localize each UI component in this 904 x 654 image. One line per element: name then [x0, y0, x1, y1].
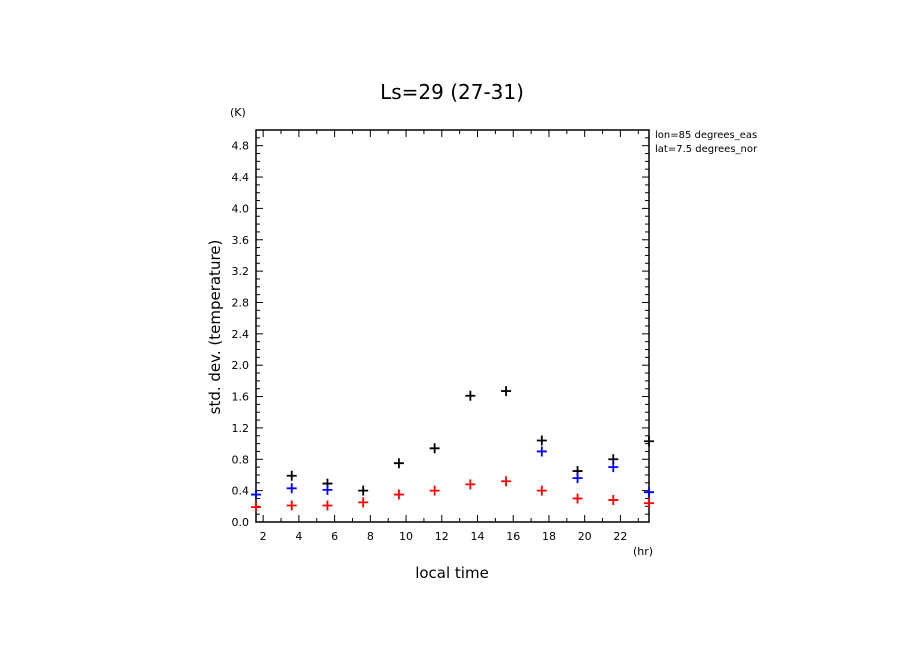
data-point [501, 476, 512, 487]
data-point [429, 443, 440, 454]
y-axis: 0.0 0.4 0.8 1.2 1.6 2.0 2.4 2.8 3.2 3.6 4.0 4.4 4.8 [232, 137, 649, 529]
data-point [286, 483, 297, 494]
data-point [536, 485, 547, 496]
data-point [393, 489, 404, 500]
y-unit-label: (K) [230, 106, 246, 119]
x-tick-label: 10 [399, 530, 413, 543]
x-tick-label: 4 [295, 530, 302, 543]
y-tick-label: 1.6 [232, 391, 250, 404]
y-tick-label: 0.0 [232, 516, 250, 529]
y-tick-label: 0.4 [232, 485, 250, 498]
y-tick-label: 2.8 [232, 296, 250, 309]
data-point [322, 500, 333, 511]
data-point [358, 485, 369, 496]
y-tick-label: 3.6 [232, 234, 250, 247]
y-tick-label: 1.2 [232, 422, 250, 435]
y-tick-label: 2.4 [232, 328, 250, 341]
data-point [501, 386, 512, 397]
annotation-lon: lon=85 degrees_eas [655, 130, 757, 141]
x-tick-label: 20 [578, 530, 592, 543]
y-tick-label: 2.0 [232, 359, 250, 372]
data-point [465, 390, 476, 401]
data-point [429, 485, 440, 496]
x-tick-label: 12 [435, 530, 449, 543]
x-unit-label: (hr) [633, 545, 653, 558]
data-point [572, 473, 583, 484]
x-tick-label: 2 [260, 530, 267, 543]
data-point [286, 470, 297, 481]
y-tick-label: 4.8 [232, 140, 250, 153]
x-tick-label: 16 [506, 530, 520, 543]
plot-frame [255, 129, 650, 523]
y-axis-label: std. dev. (temperature) [206, 240, 224, 415]
data-point [572, 493, 583, 504]
data-point [644, 487, 654, 498]
data-point [536, 446, 547, 457]
data-point [322, 484, 333, 495]
y-tick-label: 4.4 [232, 171, 250, 184]
data-point [608, 462, 619, 473]
x-tick-label: 22 [613, 530, 627, 543]
data-point [644, 436, 654, 447]
y-tick-label: 3.2 [232, 265, 250, 278]
data-point [393, 458, 404, 469]
x-tick-label: 8 [367, 530, 374, 543]
data-point [251, 502, 261, 513]
data-point [644, 498, 654, 509]
annotation-lat: lat=7.5 degrees_nor [655, 144, 758, 155]
x-tick-label: 6 [331, 530, 338, 543]
x-axis-label: local time [415, 564, 489, 582]
data-point [286, 500, 297, 511]
x-tick-label: 18 [542, 530, 556, 543]
y-tick-label: 4.0 [232, 202, 250, 215]
x-axis: 2 4 6 8 10 12 14 16 18 20 22 [260, 130, 639, 543]
data-point [358, 497, 369, 508]
plot-area [251, 386, 654, 513]
data-point [536, 435, 547, 446]
chart-title: Ls=29 (27-31) [380, 80, 524, 104]
data-point [251, 489, 261, 500]
x-tick-label: 14 [471, 530, 485, 543]
y-tick-label: 0.8 [232, 453, 250, 466]
data-point [608, 495, 619, 506]
data-point [465, 479, 476, 490]
